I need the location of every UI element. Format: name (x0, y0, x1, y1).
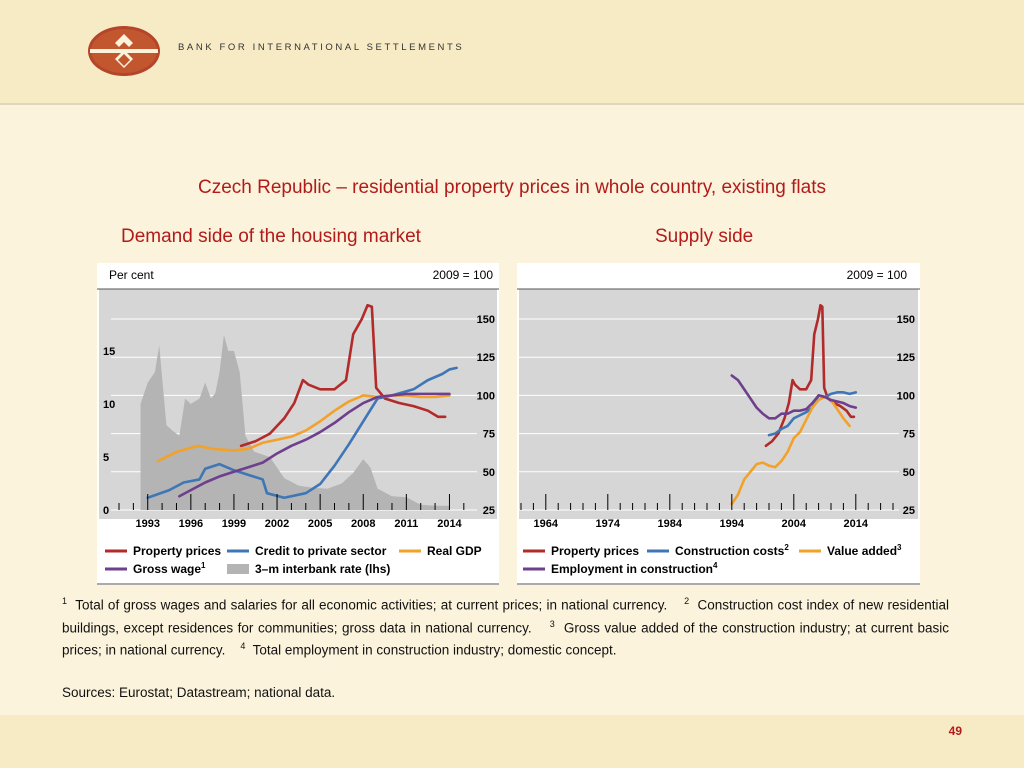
rhs-unit-label: 2009 = 100 (433, 268, 494, 282)
right-axis-tick-label: 50 (903, 467, 915, 479)
legend-superscript: 3 (897, 543, 902, 552)
legend-item: Employment in construction4 (523, 561, 718, 576)
legend-label: Real GDP (427, 544, 482, 558)
legend-item: Property prices (105, 544, 221, 558)
footnotes: 1 Total of gross wages and salaries for … (62, 592, 949, 660)
footnote-4: Total employment in construction industr… (252, 642, 617, 658)
page-title: Czech Republic – residential property pr… (197, 177, 826, 198)
series-line-credit-to-private-sector (146, 366, 458, 500)
footnote-2: Construction cost index of new residenti… (62, 597, 949, 636)
right-axis-tick-label: 25 (483, 505, 495, 517)
x-tick-label: 2011 (394, 518, 418, 530)
legend-label: Credit to private sector (255, 544, 387, 558)
footnote-1: Total of gross wages and salaries for al… (75, 597, 668, 613)
left-axis-tick-label: 15 (103, 346, 115, 358)
x-tick-label: 2014 (844, 518, 869, 530)
footnote-3: Gross value added of the construction in… (62, 620, 949, 658)
legend-item: Construction costs2 (647, 543, 789, 558)
panel-gap (499, 289, 517, 519)
right-axis-tick-label: 150 (897, 314, 915, 326)
footer-band (0, 715, 1024, 768)
right-axis-tick-label: 25 (903, 505, 915, 517)
x-tick-label: 2008 (351, 518, 375, 530)
x-tick-label: 1984 (658, 518, 683, 530)
x-tick-label: 1994 (720, 518, 745, 530)
legend-label: Gross wage1 (133, 561, 206, 576)
bis-logo (88, 26, 160, 76)
right-axis-tick-label: 75 (483, 429, 495, 441)
right-axis-tick-label: 50 (483, 467, 495, 479)
sources: Sources: Eurostat; Datastream; national … (62, 685, 336, 700)
legend-item: Real GDP (399, 544, 482, 558)
left-axis-tick-label: 10 (103, 399, 115, 411)
legend-label: Value added3 (827, 543, 902, 558)
right-axis-tick-label: 100 (477, 390, 495, 402)
right-axis-tick-label: 100 (897, 390, 915, 402)
x-tick-label: 1999 (222, 518, 246, 530)
footnote-marker: 3 (549, 618, 555, 629)
x-tick-label: 2005 (308, 518, 332, 530)
legend-item: Credit to private sector (227, 544, 387, 558)
left-axis-tick-label: 0 (103, 505, 109, 517)
right-axis-tick-label: 125 (477, 352, 495, 364)
demand-chart: Per cent 2009 = 100 25 50 75 100 125 150 0 5 10 1… (97, 263, 499, 585)
lhs-unit-label: Per cent (109, 268, 154, 282)
right-axis-tick-label: 150 (477, 314, 495, 326)
page-number: 49 (948, 724, 962, 738)
x-tick-label: 2002 (265, 518, 289, 530)
x-tick-label: 1964 (534, 518, 559, 530)
x-tick-label: 1993 (135, 518, 159, 530)
x-tick-label: 1974 (596, 518, 621, 530)
footnote-marker: 4 (240, 641, 246, 651)
footnote-marker: 2 (684, 596, 690, 606)
right-axis-tick-label: 75 (903, 429, 915, 441)
x-tick-label: 2004 (782, 518, 807, 530)
legend-item: Gross wage1 (105, 561, 206, 576)
rhs-unit-label: 2009 = 100 (847, 268, 908, 282)
series-line-gross-wage (178, 392, 451, 498)
legend-superscript: 4 (713, 561, 718, 570)
org-name: BANK FOR INTERNATIONAL SETTLEMENTS (178, 42, 465, 53)
legend-item: 3–m interbank rate (lhs) (227, 562, 390, 576)
series-line-employment-in-construction (730, 374, 858, 420)
legend-superscript: 1 (201, 561, 206, 570)
series-line-property-prices (239, 303, 447, 448)
plot-background (519, 289, 918, 519)
left-chart-subtitle: Demand side of the housing market (121, 226, 421, 247)
legend-swatch (227, 564, 249, 574)
legend-superscript: 2 (784, 543, 789, 552)
legend-label: Construction costs2 (675, 543, 789, 558)
legend-item: Property prices (523, 544, 639, 558)
x-tick-label: 2014 (437, 518, 462, 530)
series-area-interbank-rate (140, 334, 450, 510)
legend-item: Value added3 (799, 543, 902, 558)
right-chart-subtitle: Supply side (655, 226, 754, 247)
supply-chart: 2009 = 100 25 50 75 100 125 150 1964 1974 1984 19… (517, 263, 920, 585)
left-axis-tick-label: 5 (103, 452, 109, 464)
footnote-marker: 1 (62, 596, 68, 606)
x-tick-label: 1996 (179, 518, 203, 530)
header-band (0, 0, 1024, 105)
legend-label: Property prices (551, 544, 639, 558)
legend-label: 3–m interbank rate (lhs) (255, 562, 390, 576)
right-axis-tick-label: 125 (897, 352, 915, 364)
legend-label: Property prices (133, 544, 221, 558)
legend-label: Employment in construction4 (551, 561, 718, 576)
